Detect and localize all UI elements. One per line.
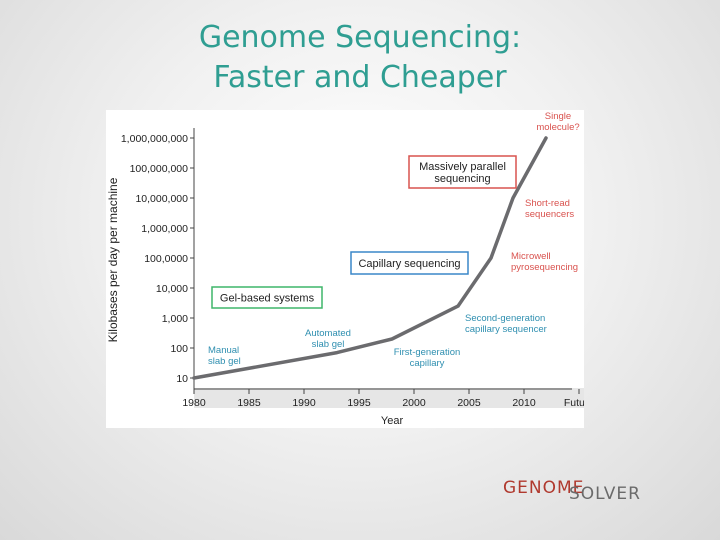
y-tick-label: 1,000,000 xyxy=(141,223,188,235)
category-box xyxy=(350,251,469,275)
category-box xyxy=(408,155,517,189)
point-annotation: Microwell pyrosequencing xyxy=(511,251,578,273)
y-tick-label: 100,000,000 xyxy=(130,163,189,175)
chart-panel: 10 100 1,000 10,000 100,0000 1,000,000 10,000,… xyxy=(106,110,584,428)
y-tick-label: 10,000,000 xyxy=(135,193,188,205)
data-point xyxy=(456,304,460,308)
logo-word-genome: GENOME xyxy=(503,478,585,498)
point-annotation: Single molecule? xyxy=(536,111,579,133)
x-tick-label: 2000 xyxy=(402,397,426,409)
x-tick-label: 1980 xyxy=(182,397,206,409)
data-point xyxy=(489,256,493,260)
data-point xyxy=(192,376,196,380)
data-point xyxy=(511,196,515,200)
logo-word-solver: SOLVER xyxy=(569,484,641,504)
x-tick-label: 2005 xyxy=(457,397,481,409)
category-box-label: Massively parallel sequencing xyxy=(419,161,506,185)
x-axis-title: Year xyxy=(381,415,404,427)
title-line-1: Genome Sequencing: xyxy=(198,20,522,55)
point-annotation: Short-read sequencers xyxy=(525,198,574,220)
y-tick-label: 10 xyxy=(176,373,188,385)
genome-solver-logo: GENOME SOLVER xyxy=(503,478,693,518)
y-axis-title: Kilobases per day per machine xyxy=(106,177,120,342)
category-box xyxy=(211,286,323,309)
y-tick-label: 100,0000 xyxy=(144,253,188,265)
x-tick-label: 1985 xyxy=(237,397,261,409)
data-point xyxy=(544,136,548,140)
data-point xyxy=(335,351,339,355)
point-annotation: Automated slab gel xyxy=(305,328,351,350)
data-point xyxy=(390,337,394,341)
y-tick-label: 100 xyxy=(170,343,188,355)
x-tick-label: 2010 xyxy=(512,397,536,409)
category-box-label: Gel-based systems xyxy=(220,293,315,305)
x-tick-label: 1995 xyxy=(347,397,371,409)
sequencing-throughput-chart: 10 100 1,000 10,000 100,0000 1,000,000 10,000,… xyxy=(106,111,584,427)
title-line-2: Faster and Cheaper xyxy=(213,60,507,95)
slide-title: Genome Sequencing: Faster and Cheaper xyxy=(0,18,720,98)
x-axis-band xyxy=(194,388,584,408)
x-tick-label: Future xyxy=(564,397,584,409)
y-tick-label: 1,000 xyxy=(162,313,188,325)
category-box-label: Capillary sequencing xyxy=(358,258,460,270)
point-annotation: Manual slab gel xyxy=(208,345,241,367)
x-tick-label: 1990 xyxy=(292,397,316,409)
point-annotation: First-generation capillary xyxy=(394,347,461,369)
y-tick-label: 1,000,000,000 xyxy=(121,133,188,145)
y-tick-label: 10,000 xyxy=(156,283,188,295)
point-annotation: Second-generation capillary sequencer xyxy=(465,313,547,335)
